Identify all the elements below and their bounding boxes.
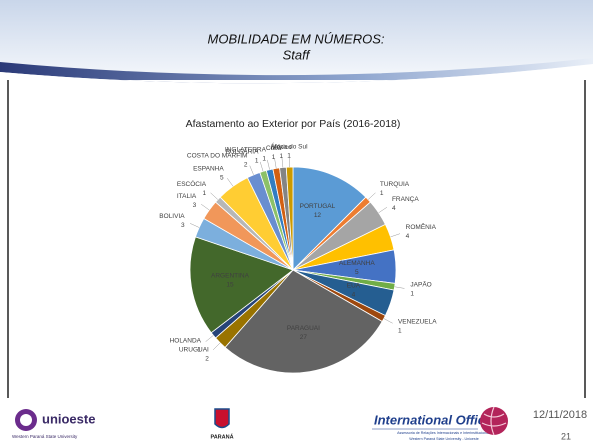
logo-unioeste: unioeste (42, 411, 95, 426)
slice-label: BULGÁRIA (226, 146, 260, 155)
slice-value: 2 (205, 355, 209, 362)
leader-line (210, 192, 218, 200)
slice-label: URUGUAI (179, 346, 209, 353)
header-swoosh (0, 58, 593, 84)
logo-parana-shield (214, 408, 230, 429)
leader-line (383, 318, 393, 324)
slice-value: 1 (197, 347, 201, 354)
slice-value: 4 (352, 292, 356, 299)
slice-value: 1 (272, 154, 276, 161)
slice-value: 1 (280, 153, 284, 160)
leader-line (189, 223, 200, 228)
leader-line (201, 203, 210, 211)
slice-value: 4 (406, 233, 410, 240)
slice-label: BOLIVIA (159, 213, 185, 220)
slice-value: 1 (262, 155, 266, 162)
slice-value: 5 (355, 269, 359, 276)
logo-office-globe (481, 406, 507, 436)
slice-value: 1 (255, 157, 259, 164)
slide-page: 21 (561, 431, 571, 441)
slice-label: INGLATERRA (225, 146, 267, 153)
logo-unioeste-icon (20, 414, 32, 426)
leader-line (205, 335, 214, 342)
slice-label: JAPÃO (410, 280, 431, 289)
pie-slice (224, 269, 383, 374)
pie (189, 166, 397, 374)
leader-line (267, 159, 270, 170)
logo-office: International Office (374, 412, 492, 427)
leader-line (226, 178, 234, 187)
header-base (0, 64, 593, 84)
slice-label: PARAGUAI (287, 325, 320, 332)
logo-parana: PARANÁ (210, 433, 233, 440)
header-band (0, 0, 593, 78)
slice-value: 4 (392, 205, 396, 212)
pie-slice (189, 236, 294, 334)
leader-line (368, 192, 376, 200)
leader-line (259, 161, 264, 172)
slice-value: 27 (300, 334, 308, 341)
slice-value: 1 (380, 190, 384, 197)
slice-value: 1 (398, 327, 402, 334)
slice-label: ITALIA (177, 193, 197, 200)
slice-label: TURQUIA (380, 181, 410, 188)
slice-value: 3 (193, 202, 197, 209)
leader-line (281, 157, 284, 168)
logo-office-sub: Western Paraná State University - Unioes… (409, 437, 478, 441)
chart-title: Afastamento ao Exterior por País (2016-2… (186, 118, 401, 130)
labels: PORTUGAL12TURQUIA1FRANÇA4ROMÊNIA4ALEMANH… (159, 141, 437, 362)
slice-value: 1 (203, 190, 207, 197)
slice-label: HOLANDA (170, 338, 202, 345)
logo-unioeste-sub: Western Paraná State University (12, 434, 78, 439)
slice-label: África do Sul (271, 141, 308, 150)
slice-label: FRANÇA (392, 196, 419, 203)
slice-value: 1 (287, 152, 291, 159)
slice-label: Cuba (266, 145, 282, 152)
leader-line (274, 158, 277, 169)
logo-office-sub: Assessoria de Relações Internacionais e … (397, 431, 491, 435)
logo-office-globe (480, 407, 508, 435)
slice-label: ROMÊNIA (406, 222, 437, 231)
leader-line (249, 165, 254, 175)
slide-date: 12/11/2018 (533, 409, 587, 421)
slice-label: EUA (347, 283, 361, 290)
slice-label: ESCÓCIA (177, 179, 207, 188)
pie-slice (285, 166, 294, 271)
slice-label: VENEZUELA (398, 318, 437, 325)
slice-value: 12 (314, 212, 322, 219)
slice-label: México (271, 144, 292, 151)
slice-label: ARGENTINA (211, 273, 250, 280)
leader-line (394, 286, 405, 289)
slide-subtitle: Staff (283, 47, 311, 62)
leader-line (378, 207, 388, 213)
slice-label: ESPANHA (193, 165, 224, 172)
slice-value: 2 (244, 161, 248, 168)
slice-value: 5 (220, 174, 224, 181)
slice-value: 1 (410, 291, 414, 298)
slice-value: 15 (226, 282, 234, 289)
slice-value: 3 (181, 222, 185, 229)
leader-line (212, 342, 221, 351)
slice-label: PORTUGAL (300, 203, 336, 210)
pie-slice (292, 166, 367, 271)
slice-label: ALEMANHA (339, 260, 375, 267)
slide-title: MOBILIDADE EM NÚMEROS: (208, 31, 385, 46)
leader-line (390, 233, 401, 238)
slice-label: COSTA DO MARFIM (187, 152, 248, 159)
